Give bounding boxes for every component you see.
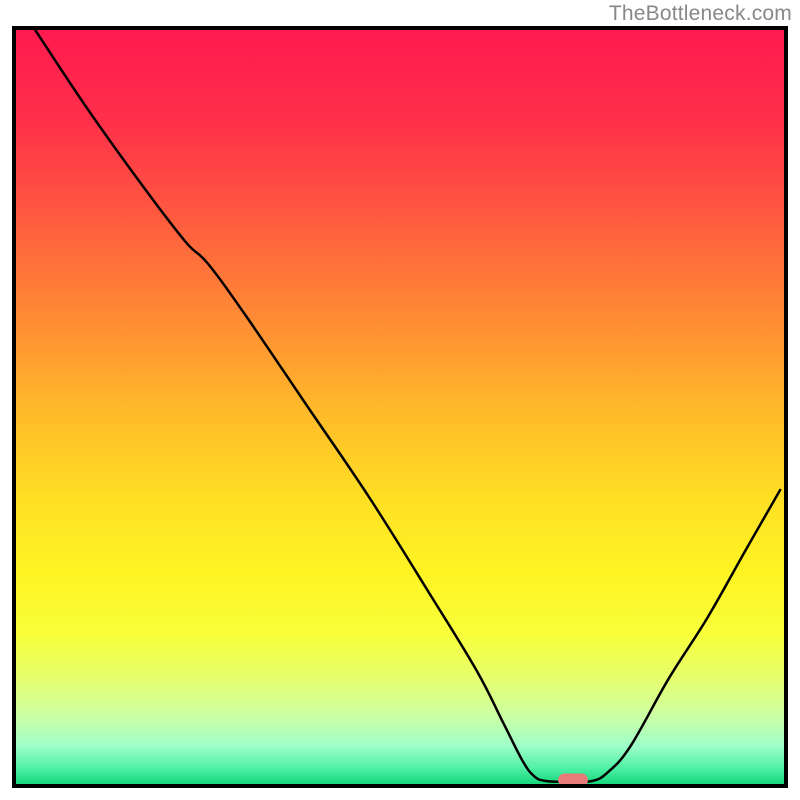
chart-border: [12, 26, 788, 788]
chart-container: [12, 26, 788, 788]
watermark-text: TheBottleneck.com: [609, 2, 792, 26]
